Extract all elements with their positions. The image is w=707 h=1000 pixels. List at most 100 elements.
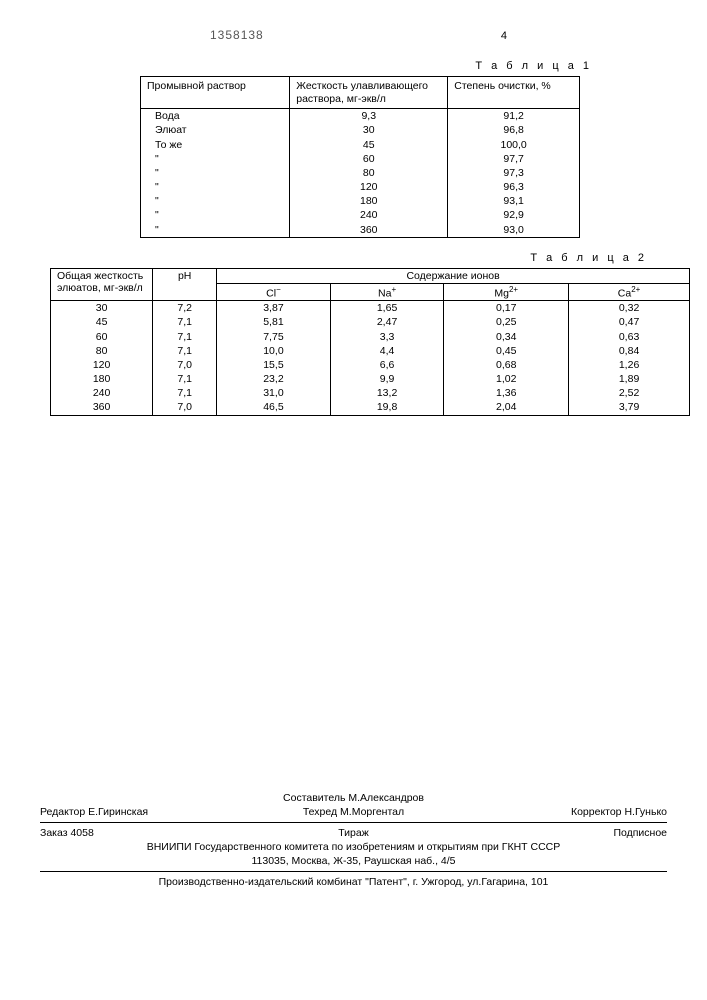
corrector: Корректор Н.Гунько (458, 806, 667, 818)
tirazh: Тираж (249, 827, 458, 839)
cell: 23,2 (217, 372, 331, 386)
table1: Промывной раствор Жесткость улавливающег… (140, 76, 580, 238)
table-row: "18093,1 (141, 194, 580, 208)
cell: 0,32 (569, 301, 690, 316)
cell: 180 (290, 194, 448, 208)
table-row: 2407,131,013,21,362,52 (51, 386, 690, 400)
cell: 2,04 (444, 400, 569, 415)
t2-cl: Cl− (217, 283, 331, 301)
cell: 30 (51, 301, 153, 316)
cell: 7,1 (153, 344, 217, 358)
footer: Составитель М.Александров Редактор Е.Гир… (40, 790, 667, 890)
table-row: "8097,3 (141, 166, 580, 180)
cell: 1,36 (444, 386, 569, 400)
t2-ions: Содержание ионов (217, 268, 690, 283)
t2-na: Na+ (330, 283, 444, 301)
t2-ca: Ca2+ (569, 283, 690, 301)
cell: 1,89 (569, 372, 690, 386)
cell: 46,5 (217, 400, 331, 415)
cell: 2,47 (330, 315, 444, 329)
cell: 6,6 (330, 358, 444, 372)
cell: 93,0 (448, 223, 580, 238)
cell: 180 (51, 372, 153, 386)
table-row: 1207,015,56,60,681,26 (51, 358, 690, 372)
table-row: 307,23,871,650,170,32 (51, 301, 690, 316)
cell: 92,9 (448, 208, 580, 222)
cell: 31,0 (217, 386, 331, 400)
t2-h1: Общая жесткость элюатов, мг-экв/л (51, 268, 153, 301)
table-row: 3607,046,519,82,043,79 (51, 400, 690, 415)
cell: 4,4 (330, 344, 444, 358)
cell: 5,81 (217, 315, 331, 329)
table2-label: Т а б л и ц а 2 (60, 252, 647, 264)
cell: 60 (51, 330, 153, 344)
table-row: "36093,0 (141, 223, 580, 238)
cell: 240 (51, 386, 153, 400)
t1-h2: Жесткость улавливающего раствора, мг-экв… (290, 77, 448, 109)
cell: 3,3 (330, 330, 444, 344)
cell: 0,25 (444, 315, 569, 329)
editor: Редактор Е.Гиринская (40, 806, 249, 818)
table-row: То же45100,0 (141, 138, 580, 152)
cell: 9,3 (290, 109, 448, 124)
cell: 3,87 (217, 301, 331, 316)
cell: 10,0 (217, 344, 331, 358)
cell: 80 (51, 344, 153, 358)
cell: 1,02 (444, 372, 569, 386)
cell: 45 (290, 138, 448, 152)
t2-mg: Mg2+ (444, 283, 569, 301)
t2-h2: pH (153, 268, 217, 301)
cell: 1,65 (330, 301, 444, 316)
cell: 93,1 (448, 194, 580, 208)
table2: Общая жесткость элюатов, мг-экв/л pH Сод… (50, 268, 690, 416)
cell: 7,75 (217, 330, 331, 344)
org3: Производственно-издательский комбинат "П… (40, 876, 667, 888)
cell: 120 (290, 180, 448, 194)
cell: 15,5 (217, 358, 331, 372)
table-row: "12096,3 (141, 180, 580, 194)
cell: 0,84 (569, 344, 690, 358)
table1-label: Т а б л и ц а 1 (60, 60, 592, 72)
t1-h1: Промывной раствор (141, 77, 290, 109)
cell: 19,8 (330, 400, 444, 415)
cell: " (141, 180, 290, 194)
table-row: 457,15,812,470,250,47 (51, 315, 690, 329)
t1-h3: Степень очистки, % (448, 77, 580, 109)
org1: ВНИИПИ Государственного комитета по изоб… (40, 841, 667, 853)
cell: 240 (290, 208, 448, 222)
cell: 7,1 (153, 386, 217, 400)
cell: 7,1 (153, 330, 217, 344)
cell: 96,3 (448, 180, 580, 194)
cell: 7,1 (153, 372, 217, 386)
cell: 97,3 (448, 166, 580, 180)
cell: " (141, 152, 290, 166)
cell: 97,7 (448, 152, 580, 166)
table-row: 1807,123,29,91,021,89 (51, 372, 690, 386)
cell: " (141, 194, 290, 208)
table-row: "6097,7 (141, 152, 580, 166)
cell: " (141, 166, 290, 180)
cell: То же (141, 138, 290, 152)
cell: 120 (51, 358, 153, 372)
cell: 100,0 (448, 138, 580, 152)
compiler: Составитель М.Александров (40, 792, 667, 804)
cell: 0,34 (444, 330, 569, 344)
cell: 3,79 (569, 400, 690, 415)
table-row: 807,110,04,40,450,84 (51, 344, 690, 358)
cell: " (141, 223, 290, 238)
org2: 113035, Москва, Ж-35, Раушская наб., 4/5 (40, 855, 667, 867)
cell: 7,1 (153, 315, 217, 329)
table-row: 607,17,753,30,340,63 (51, 330, 690, 344)
cell: 60 (290, 152, 448, 166)
cell: 0,17 (444, 301, 569, 316)
sub: Подписное (458, 827, 667, 839)
cell: Элюат (141, 123, 290, 137)
cell: 7,2 (153, 301, 217, 316)
cell: 96,8 (448, 123, 580, 137)
cell: 7,0 (153, 400, 217, 415)
order: Заказ 4058 (40, 827, 249, 839)
cell: 13,2 (330, 386, 444, 400)
cell: 2,52 (569, 386, 690, 400)
table-row: "24092,9 (141, 208, 580, 222)
cell: 91,2 (448, 109, 580, 124)
